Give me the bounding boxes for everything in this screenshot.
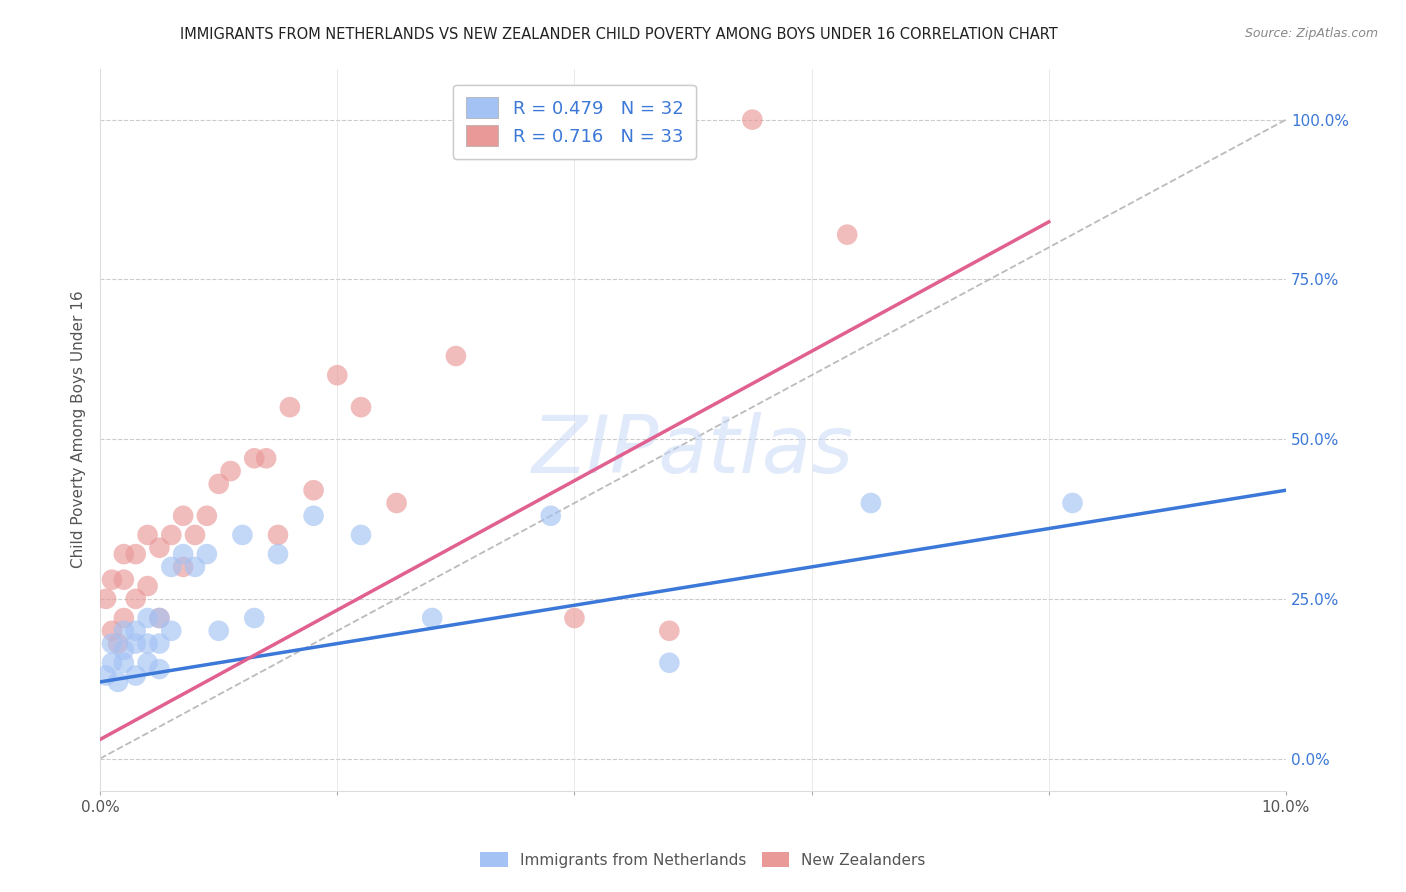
Point xyxy=(219,464,242,478)
Point xyxy=(112,656,135,670)
Point xyxy=(101,573,124,587)
Point xyxy=(125,636,148,650)
Point xyxy=(136,656,159,670)
Point xyxy=(172,560,194,574)
Point xyxy=(741,112,763,127)
Point xyxy=(385,496,408,510)
Point xyxy=(148,636,170,650)
Point xyxy=(136,579,159,593)
Point xyxy=(540,508,562,523)
Point xyxy=(148,611,170,625)
Point xyxy=(859,496,882,510)
Point xyxy=(160,528,183,542)
Legend: Immigrants from Netherlands, New Zealanders: Immigrants from Netherlands, New Zealand… xyxy=(472,844,934,875)
Point xyxy=(112,573,135,587)
Point xyxy=(160,624,183,638)
Point xyxy=(326,368,349,383)
Point xyxy=(243,451,266,466)
Point xyxy=(302,483,325,498)
Point xyxy=(254,451,277,466)
Y-axis label: Child Poverty Among Boys Under 16: Child Poverty Among Boys Under 16 xyxy=(72,291,86,568)
Point xyxy=(148,541,170,555)
Point xyxy=(125,547,148,561)
Point xyxy=(172,508,194,523)
Point xyxy=(112,611,135,625)
Point xyxy=(101,656,124,670)
Point xyxy=(125,624,148,638)
Point xyxy=(148,662,170,676)
Point xyxy=(94,591,117,606)
Point xyxy=(420,611,443,625)
Point xyxy=(112,624,135,638)
Point xyxy=(302,508,325,523)
Point xyxy=(195,547,218,561)
Point xyxy=(1062,496,1084,510)
Point xyxy=(136,611,159,625)
Point xyxy=(101,624,124,638)
Point xyxy=(658,656,681,670)
Point xyxy=(125,668,148,682)
Point xyxy=(267,547,290,561)
Legend: R = 0.479   N = 32, R = 0.716   N = 33: R = 0.479 N = 32, R = 0.716 N = 33 xyxy=(453,85,696,159)
Point xyxy=(837,227,859,242)
Text: IMMIGRANTS FROM NETHERLANDS VS NEW ZEALANDER CHILD POVERTY AMONG BOYS UNDER 16 C: IMMIGRANTS FROM NETHERLANDS VS NEW ZEALA… xyxy=(180,27,1057,42)
Point xyxy=(184,528,207,542)
Point xyxy=(172,547,194,561)
Point xyxy=(184,560,207,574)
Point xyxy=(112,643,135,657)
Point xyxy=(243,611,266,625)
Point xyxy=(112,547,135,561)
Point xyxy=(231,528,253,542)
Point xyxy=(267,528,290,542)
Point xyxy=(107,674,129,689)
Point xyxy=(148,611,170,625)
Point xyxy=(444,349,467,363)
Point xyxy=(136,528,159,542)
Point xyxy=(136,636,159,650)
Point xyxy=(107,636,129,650)
Point xyxy=(160,560,183,574)
Text: ZIPatlas: ZIPatlas xyxy=(531,412,853,491)
Point xyxy=(564,611,586,625)
Point xyxy=(195,508,218,523)
Point xyxy=(350,400,373,414)
Point xyxy=(278,400,301,414)
Point xyxy=(101,636,124,650)
Point xyxy=(94,668,117,682)
Text: Source: ZipAtlas.com: Source: ZipAtlas.com xyxy=(1244,27,1378,40)
Point xyxy=(208,476,231,491)
Point xyxy=(350,528,373,542)
Point xyxy=(208,624,231,638)
Point xyxy=(125,591,148,606)
Point xyxy=(658,624,681,638)
